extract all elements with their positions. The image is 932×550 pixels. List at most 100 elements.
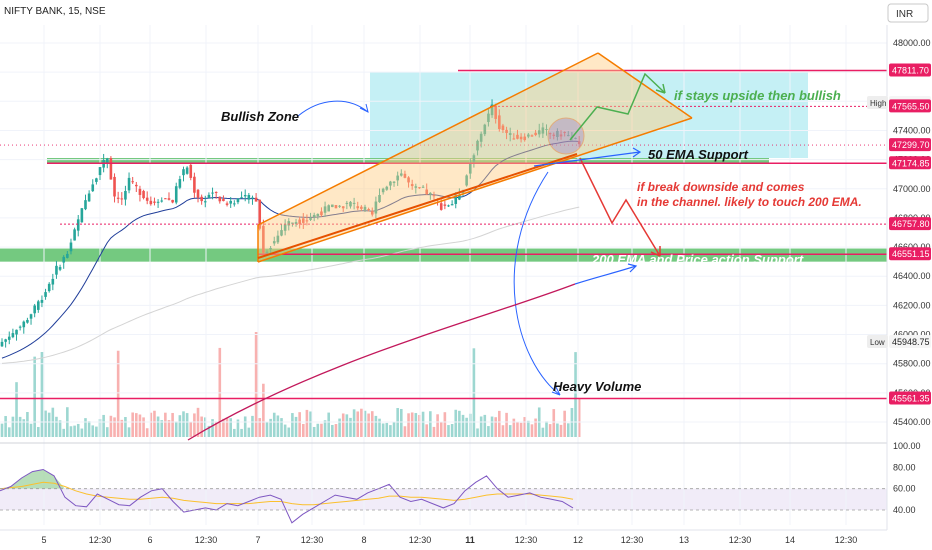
- volume-bar: [545, 421, 548, 437]
- volume-bar: [530, 424, 534, 437]
- price-label-box: [889, 138, 931, 152]
- volume-bar: [498, 410, 501, 437]
- price-label-box: [889, 391, 931, 405]
- price-tick-label: 45800.00: [893, 359, 931, 369]
- candle-body: [138, 188, 142, 195]
- candle-body: [530, 135, 534, 137]
- candle-body: [164, 198, 167, 200]
- price-tick-label: 47000.00: [893, 184, 931, 194]
- candle-body: [87, 193, 91, 202]
- candle-body: [258, 199, 262, 229]
- price-label: 47811.70: [892, 65, 929, 75]
- candle-body: [40, 299, 44, 303]
- candle-body: [80, 208, 84, 223]
- volume-bar: [461, 414, 465, 437]
- volume-bar: [33, 356, 36, 437]
- volume-bar: [80, 428, 84, 437]
- volume-bar: [381, 423, 385, 437]
- candle-body: [240, 197, 243, 199]
- volume-bar: [476, 428, 479, 437]
- volume-bar: [331, 424, 334, 437]
- candle-body: [178, 179, 182, 188]
- candle-body: [11, 333, 15, 338]
- volume-bar: [392, 421, 396, 437]
- candle-body: [211, 192, 214, 194]
- candle-body: [389, 181, 392, 186]
- volume-bar: [258, 418, 262, 437]
- annotation-ema50: 50 EMA Support: [648, 147, 749, 162]
- volume-bar: [207, 425, 211, 437]
- volume-bar: [360, 408, 363, 437]
- candle-body: [523, 136, 527, 141]
- candle-body: [22, 321, 26, 328]
- time-tick-label: 12:30: [515, 535, 538, 545]
- candle-body: [214, 191, 218, 193]
- volume-bar: [280, 418, 283, 437]
- candle-body: [545, 129, 548, 131]
- candle-body: [563, 131, 566, 133]
- price-tick-label: 45400.00: [893, 417, 931, 427]
- candle-body: [4, 339, 7, 342]
- candle-body: [345, 202, 349, 204]
- time-tick-label: 14: [785, 535, 795, 545]
- rsi-tick-label: 80.00: [893, 462, 916, 472]
- candle-body: [229, 200, 232, 204]
- candle-body: [534, 132, 537, 136]
- channel-lower-line: [257, 117, 693, 263]
- rsi-tick-label: 60.00: [893, 484, 916, 494]
- candle-body: [18, 326, 22, 328]
- volume-bar: [385, 422, 389, 437]
- candle-body: [574, 137, 577, 139]
- volume-bar: [131, 412, 134, 437]
- volume-bar: [251, 415, 254, 437]
- price-label: 45948.75: [892, 337, 930, 347]
- price-label: 47565.50: [892, 101, 930, 111]
- currency-box[interactable]: [887, 3, 929, 23]
- candle-body: [400, 173, 403, 176]
- candle-body: [116, 197, 120, 199]
- volume-bar: [47, 412, 51, 437]
- ema200-pointer: [574, 265, 637, 285]
- candle-body: [200, 196, 203, 202]
- candle-body: [494, 105, 497, 119]
- candle-body: [120, 198, 124, 200]
- candle-body: [527, 134, 530, 137]
- volume-bar: [400, 408, 403, 437]
- candle-body: [98, 167, 102, 176]
- volume-bar: [407, 413, 410, 437]
- candle-body: [323, 206, 327, 213]
- channel-right-edge: [597, 52, 693, 119]
- volume-bar: [512, 418, 516, 437]
- tag-box: [867, 96, 888, 110]
- candle-body: [370, 211, 374, 215]
- volume-bar: [185, 413, 189, 437]
- candle-body: [454, 194, 458, 204]
- annotation-if-upside: if stays upside then bullish: [674, 88, 841, 103]
- price-label-box: [889, 217, 931, 231]
- candle-body: [403, 173, 407, 178]
- candle-body: [378, 195, 381, 203]
- candle-body: [432, 195, 436, 197]
- candle-body: [479, 133, 483, 142]
- bullish-arrow: [569, 72, 666, 141]
- candle-body: [182, 169, 185, 176]
- candle-body: [447, 205, 450, 207]
- candle-body: [559, 134, 563, 137]
- time-tick-label: 8: [361, 535, 366, 545]
- volume-bar: [124, 417, 127, 437]
- rsi-line: [0, 468, 574, 524]
- volume-bar: [425, 424, 429, 437]
- bearish-arrow: [579, 157, 661, 257]
- volume-bar: [436, 414, 439, 437]
- candle-body: [512, 138, 516, 140]
- price-label-box: [889, 99, 931, 113]
- candle-body: [458, 194, 461, 200]
- price-label-box: [889, 247, 931, 261]
- price-label-box: [889, 156, 931, 170]
- candle-body: [291, 222, 294, 224]
- candle-body: [156, 201, 160, 203]
- volume-bar: [113, 417, 116, 437]
- candle-body: [385, 186, 389, 190]
